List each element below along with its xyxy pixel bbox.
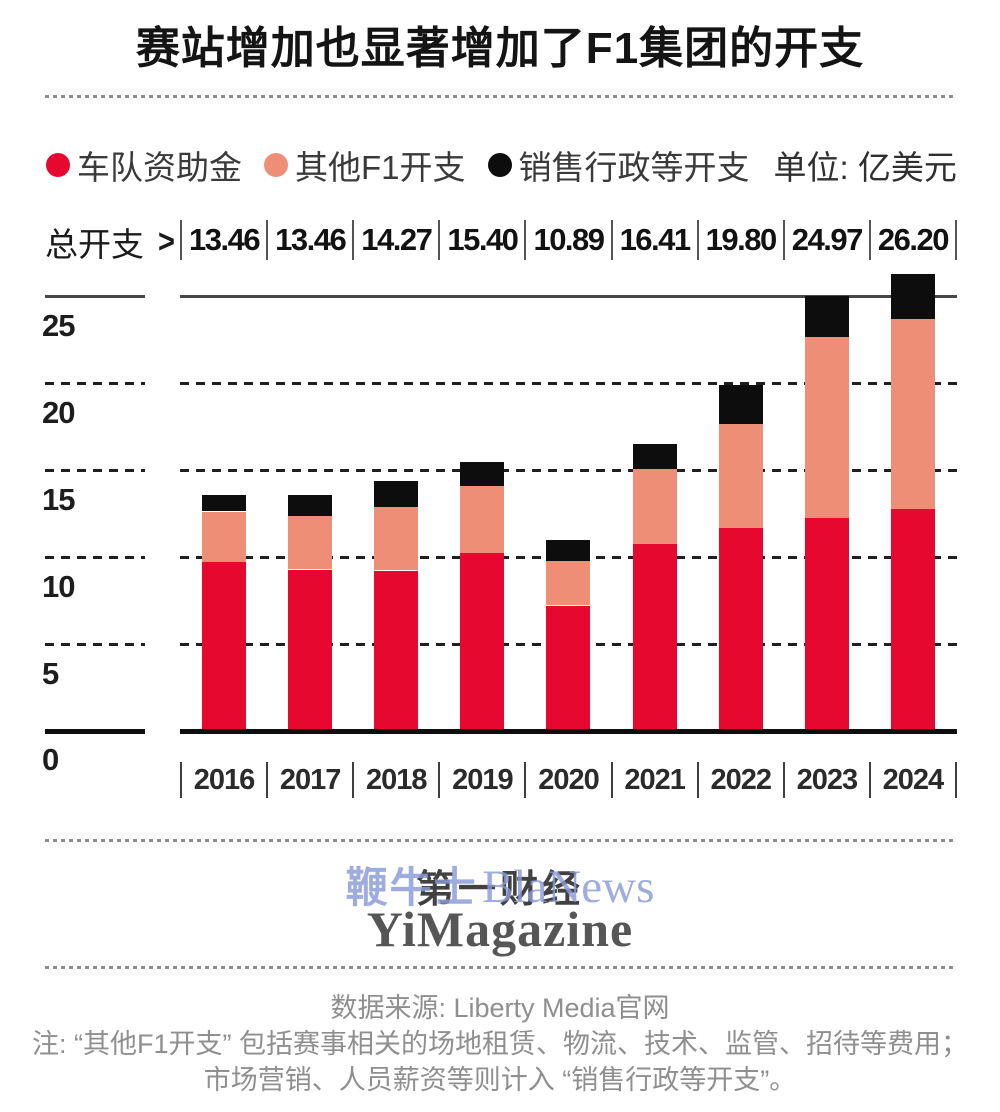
bar-segment-2018-车队资助金 — [374, 570, 419, 729]
total-value-2018: 14.27 — [352, 220, 438, 260]
total-value-2017: 13.46 — [266, 220, 352, 260]
year-label-2024: 2024 — [868, 762, 955, 798]
bar-segment-2023-车队资助金 — [804, 518, 849, 729]
bar-segment-2021-车队资助金 — [632, 543, 677, 729]
year-label-2018: 2018 — [352, 762, 438, 798]
y-tick-20: 20 — [42, 394, 75, 430]
legend-label-other-f1-costs: 其他F1开支 — [295, 149, 466, 186]
total-value-2023: 24.97 — [782, 220, 869, 260]
total-value-2016: 13.46 — [180, 220, 266, 260]
separator-below-watermark — [45, 966, 955, 969]
bar-segment-2024-其他F1开支 — [890, 318, 935, 510]
yimagazine-logo: YiMagazine — [366, 901, 634, 957]
bar-segment-2016-销售行政等开支 — [202, 495, 246, 512]
bar-segment-2019-销售行政等开支 — [460, 461, 505, 486]
bar-segment-2016-其他F1开支 — [202, 511, 246, 562]
legend-label-team-payments: 车队资助金 — [77, 149, 242, 186]
blanews-watermark: 鞭牛士 BlaNews — [0, 854, 1000, 915]
blanews-en-text: BlaNews — [482, 861, 655, 913]
legend-item-sga-costs: 销售行政等开支 — [487, 141, 750, 189]
unit-label: 单位: 亿美元 — [773, 149, 957, 186]
total-value-2022: 19.80 — [696, 220, 783, 260]
bar-segment-2022-车队资助金 — [718, 528, 763, 729]
yicai-cn-logo: 第一财经 — [415, 869, 584, 911]
bar-segment-2022-其他F1开支 — [718, 423, 763, 529]
legend-item-team-payments: 车队资助金 — [46, 141, 242, 189]
y-tick-25: 25 — [42, 308, 75, 343]
gridline-20-left — [45, 381, 145, 385]
bar-segment-2024-车队资助金 — [890, 509, 935, 729]
year-label-2023: 2023 — [782, 762, 869, 798]
separator-above-watermark — [45, 839, 955, 842]
watermark-line1: 第一财经 鞭牛士 BlaNews — [0, 856, 1000, 913]
year-label-2020: 2020 — [524, 762, 610, 798]
bar-segment-2019-其他F1开支 — [460, 486, 505, 554]
total-value-2019: 15.40 — [438, 220, 524, 260]
bar-segment-2017-销售行政等开支 — [288, 495, 333, 517]
bar-segment-2023-其他F1开支 — [804, 337, 849, 519]
bar-segment-2021-其他F1开支 — [632, 469, 677, 544]
gridline-5-left — [45, 642, 145, 646]
bar-segment-2020-其他F1开支 — [546, 561, 591, 606]
data-source-line: 数据来源: Liberty Media官网 — [330, 993, 670, 1023]
bar-segment-2022-销售行政等开支 — [718, 385, 763, 424]
x-axis-baseline-main — [180, 729, 957, 734]
y-tick-5: 5 — [42, 655, 59, 691]
legend-dot-red — [46, 153, 70, 177]
bar-segment-2024-销售行政等开支 — [890, 274, 935, 319]
page-title: 赛站增加也显著增加了F1集团的开支 — [135, 24, 865, 73]
year-label-2016: 2016 — [180, 762, 266, 798]
x-axis-year-labels: 2016 2017 2018 2019 2020 2021 2022 2023 2024 — [180, 762, 957, 798]
legend-label-sga-costs: 销售行政等开支 — [518, 149, 750, 186]
gridline-15-left — [45, 468, 145, 472]
bar-segment-2019-车队资助金 — [460, 553, 505, 729]
year-label-2022: 2022 — [696, 762, 783, 798]
bar-segment-2016-车队资助金 — [202, 561, 246, 729]
year-label-2019: 2019 — [438, 762, 524, 798]
chevron-right-icon: > — [158, 223, 175, 260]
legend-dot-black — [487, 153, 512, 177]
y-tick-10: 10 — [42, 568, 75, 604]
bar-segment-2021-销售行政等开支 — [632, 444, 677, 470]
year-label-2017: 2017 — [266, 762, 352, 798]
bar-segment-2020-销售行政等开支 — [546, 539, 591, 562]
y-tick-15: 15 — [42, 481, 75, 517]
total-expenses-label: 总开支 — [45, 226, 144, 263]
chart-legend: 车队资助金 其他F1开支 销售行政等开支 单位: 亿美元 — [46, 141, 957, 189]
gridline-25-main — [180, 295, 957, 298]
bar-segment-2017-车队资助金 — [288, 569, 333, 729]
total-value-2024: 26.20 — [868, 220, 955, 260]
gridline-15-main — [180, 468, 957, 472]
watermark-logos: 第一财经 鞭牛士 BlaNews YiMagazine — [0, 856, 1000, 954]
y-tick-0: 0 — [42, 742, 59, 777]
x-axis-baseline-left — [45, 729, 145, 734]
footnote-line-1: 注: “其他F1开支” 包括赛事相关的场地租赁、物流、技术、监管、招待等费用； — [32, 1029, 968, 1059]
bar-segment-2018-其他F1开支 — [374, 507, 419, 571]
bar-segment-2020-车队资助金 — [546, 605, 591, 729]
gridline-25-left — [45, 295, 145, 298]
gridline-10-left — [45, 555, 145, 559]
total-value-2020: 10.89 — [524, 220, 610, 260]
blanews-cn-text: 鞭牛士 — [345, 864, 478, 911]
footer-notes: 数据来源: Liberty Media官网 注: “其他F1开支” 包括赛事相关… — [0, 990, 1000, 1098]
bar-segment-2023-销售行政等开支 — [804, 295, 849, 338]
total-value-2021: 16.41 — [610, 220, 697, 260]
footnote-line-2: 市场营销、人员薪资等则计入 “销售行政等开支”。 — [203, 1065, 797, 1095]
legend-item-other-f1-costs: 其他F1开支 — [264, 141, 466, 189]
gridline-20-main — [180, 381, 957, 385]
bar-segment-2017-其他F1开支 — [288, 516, 333, 570]
separator-under-title — [45, 95, 955, 98]
legend-dot-salmon — [264, 153, 288, 177]
year-label-2021: 2021 — [610, 762, 697, 798]
bar-segment-2018-销售行政等开支 — [374, 481, 419, 508]
total-expenses-values: 13.46 13.46 14.27 15.40 10.89 16.41 19.80 24.97… — [180, 220, 957, 260]
total-expenses-row-label: 总开支 > — [45, 222, 175, 263]
